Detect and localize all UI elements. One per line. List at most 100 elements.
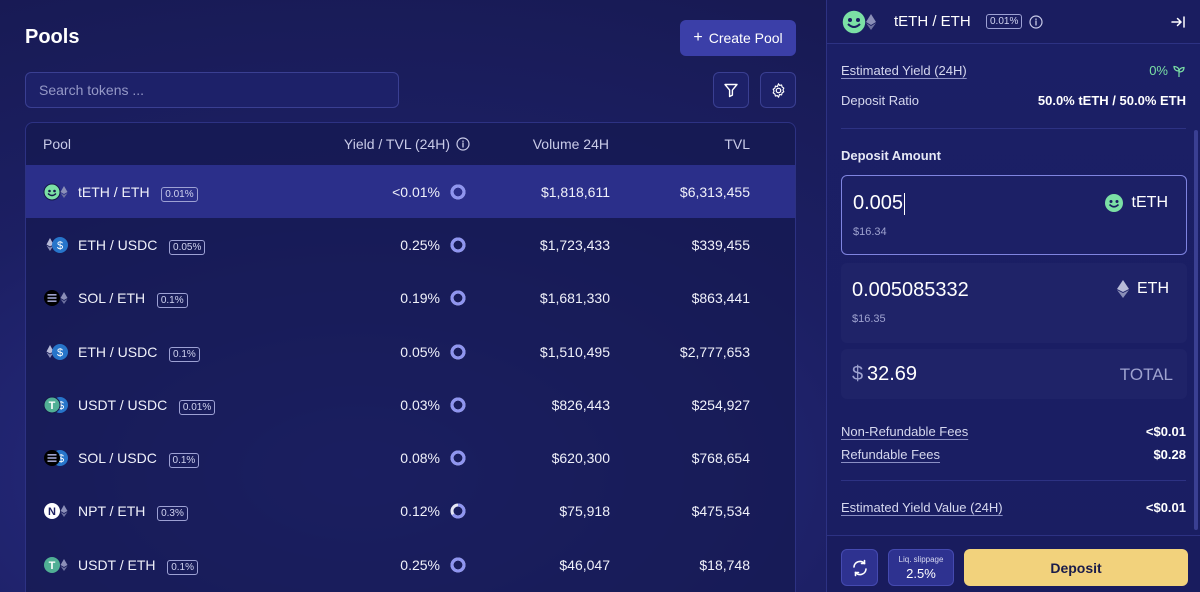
refresh-icon bbox=[852, 559, 867, 576]
teth-eth-icon bbox=[841, 9, 876, 35]
fee-badge: 0.1% bbox=[169, 346, 200, 362]
table-row[interactable]: T USDT / ETH 0.1% 0.25% $46,047 $18,748 bbox=[26, 538, 795, 591]
non-refundable-fees-value: <$0.01 bbox=[1145, 424, 1186, 439]
yield-ring-icon bbox=[450, 237, 466, 253]
panel-footer: Liq. slippage 2.5% Deposit bbox=[827, 535, 1200, 592]
volume-value: $1,723,433 bbox=[539, 236, 610, 253]
npt-eth-icon: N bbox=[44, 503, 68, 520]
tvl-value: $6,313,455 bbox=[679, 183, 750, 200]
teth-eth-icon bbox=[43, 183, 68, 201]
volume-value: $46,047 bbox=[559, 556, 610, 573]
tvl-value: $2,777,653 bbox=[679, 343, 750, 360]
pool-pair-label: ETH / USDC bbox=[78, 236, 158, 253]
svg-text:$: $ bbox=[57, 240, 63, 252]
refresh-button[interactable] bbox=[841, 549, 878, 586]
info-icon[interactable] bbox=[456, 137, 470, 151]
settings-button[interactable] bbox=[760, 72, 796, 108]
pool-pair: SOL / ETH 0.1% bbox=[78, 290, 188, 309]
pools-section: Pools + Create Pool Pool Yield / TVL (24… bbox=[25, 20, 796, 592]
panel-scrollbar[interactable] bbox=[1194, 130, 1198, 530]
total-label: TOTAL bbox=[1119, 365, 1173, 384]
plus-icon: + bbox=[693, 29, 703, 46]
create-pool-button[interactable]: + Create Pool bbox=[680, 20, 796, 56]
teth-token: tETH bbox=[1104, 193, 1168, 213]
teth-amount-input[interactable]: 0.005 $16.34 tETH bbox=[841, 175, 1187, 255]
sol-eth-icon bbox=[44, 290, 68, 307]
teth-amount[interactable]: 0.005 bbox=[853, 192, 906, 215]
yield-ring-icon bbox=[450, 184, 466, 200]
svg-text:T: T bbox=[49, 560, 56, 572]
yield-value: 0.25% bbox=[400, 556, 440, 573]
volume-value: $1,818,611 bbox=[540, 183, 610, 200]
tvl-value: $254,927 bbox=[691, 396, 750, 413]
eth-usdc-icon: $ bbox=[46, 343, 68, 360]
estimated-yield-value-row: Estimated Yield Value (24H) <$0.01 bbox=[841, 500, 1186, 515]
sprout-icon bbox=[1173, 65, 1185, 77]
column-yield-label: Yield / TVL (24H) bbox=[343, 136, 450, 152]
yield-ring-icon bbox=[450, 290, 466, 306]
svg-text:N: N bbox=[48, 506, 56, 518]
column-tvl[interactable]: TVL bbox=[724, 136, 750, 152]
info-icon[interactable] bbox=[1029, 15, 1043, 29]
refundable-fees-label[interactable]: Refundable Fees bbox=[841, 447, 941, 462]
fee-badge: 0.01% bbox=[178, 399, 216, 415]
yield-value: <0.01% bbox=[392, 183, 440, 200]
estimated-yield-value-label[interactable]: Estimated Yield Value (24H) bbox=[841, 500, 1003, 515]
deposit-panel: tETH / ETH 0.01% Estimated Yield (24H) 0… bbox=[826, 0, 1200, 592]
total-value: 32.69 bbox=[867, 363, 918, 385]
usdt-usdc-icon: $T bbox=[43, 396, 68, 414]
total-currency: $ bbox=[852, 363, 864, 385]
pool-pair: NPT / ETH 0.3% bbox=[78, 503, 188, 522]
tvl-value: $339,455 bbox=[691, 236, 750, 253]
column-yield[interactable]: Yield / TVL (24H) bbox=[344, 136, 470, 152]
sol-usdc-icon: $ bbox=[44, 450, 68, 467]
gear-icon bbox=[772, 82, 784, 98]
pool-pair: SOL / USDC 0.1% bbox=[78, 450, 200, 469]
panel-title: tETH / ETH bbox=[894, 13, 971, 30]
pool-pair: USDT / USDC 0.01% bbox=[78, 397, 216, 415]
slippage-value: 2.5% bbox=[906, 566, 936, 581]
column-volume[interactable]: Volume 24H bbox=[532, 136, 609, 152]
filter-button[interactable] bbox=[713, 72, 749, 108]
eth-amount[interactable]: 0.005085332 bbox=[852, 279, 969, 301]
non-refundable-fees-label[interactable]: Non-Refundable Fees bbox=[841, 424, 969, 439]
svg-text:$: $ bbox=[58, 453, 64, 465]
table-row[interactable]: $ ETH / USDC 0.1% 0.05% $1,510,495 $2,77… bbox=[26, 325, 795, 378]
pool-pair: ETH / USDC 0.1% bbox=[78, 344, 200, 362]
eth-amount-input[interactable]: 0.005085332 $16.35 ETH bbox=[841, 263, 1187, 343]
refundable-fees-row: Refundable Fees $0.28 bbox=[841, 447, 1186, 462]
pool-pair-label: SOL / ETH bbox=[78, 290, 146, 307]
page-title: Pools bbox=[25, 26, 80, 48]
svg-text:$: $ bbox=[57, 347, 63, 359]
yield-ring-icon bbox=[450, 557, 466, 573]
tvl-value: $863,441 bbox=[691, 290, 750, 307]
yield-ring-icon bbox=[450, 503, 466, 519]
search-input[interactable] bbox=[25, 72, 399, 108]
panel-header: tETH / ETH 0.01% bbox=[827, 0, 1200, 44]
slippage-button[interactable]: Liq. slippage 2.5% bbox=[888, 549, 954, 586]
deposit-amount-label: Deposit Amount bbox=[841, 148, 941, 163]
table-row[interactable]: N NPT / ETH 0.3% 0.12% $75,918 $475,534 bbox=[26, 485, 795, 538]
pool-pair-label: SOL / USDC bbox=[78, 450, 157, 467]
fee-badge: 0.05% bbox=[169, 239, 206, 255]
collapse-panel-icon[interactable] bbox=[1170, 14, 1186, 30]
table-row[interactable]: $ ETH / USDC 0.05% 0.25% $1,723,433 $339… bbox=[26, 218, 795, 271]
fee-badge: 0.1% bbox=[168, 453, 200, 469]
table-row[interactable]: $ T USDT / USDC 0.01% 0.03% $826,443 $254… bbox=[26, 378, 795, 431]
teth-amount-value: 0.005 bbox=[853, 192, 904, 214]
pool-pair: tETH / ETH 0.01% bbox=[78, 184, 198, 202]
yield-value: 0.25% bbox=[400, 236, 440, 253]
estimated-yield-row: Estimated Yield (24H) 0% bbox=[841, 63, 1186, 78]
table-row[interactable]: $ SOL / USDC 0.1% 0.08% $620,300 $768,65… bbox=[26, 431, 795, 484]
estimated-yield-label[interactable]: Estimated Yield (24H) bbox=[841, 63, 967, 78]
tvl-value: $768,654 bbox=[691, 450, 750, 467]
teth-icon bbox=[1104, 194, 1123, 212]
table-row[interactable]: SOL / ETH 0.1% 0.19% $1,681,330 $863,441 bbox=[26, 272, 795, 325]
deposit-button[interactable]: Deposit bbox=[964, 549, 1188, 586]
usdt-eth-icon: T bbox=[44, 556, 68, 573]
table-row[interactable]: tETH / ETH 0.01% <0.01% $1,818,611 $6,31… bbox=[26, 165, 795, 219]
column-pool[interactable]: Pool bbox=[43, 136, 72, 152]
total-box: $ 32.69 TOTAL bbox=[841, 349, 1187, 399]
slippage-label: Liq. slippage bbox=[898, 555, 944, 564]
refundable-fees-value: $0.28 bbox=[1153, 447, 1186, 462]
